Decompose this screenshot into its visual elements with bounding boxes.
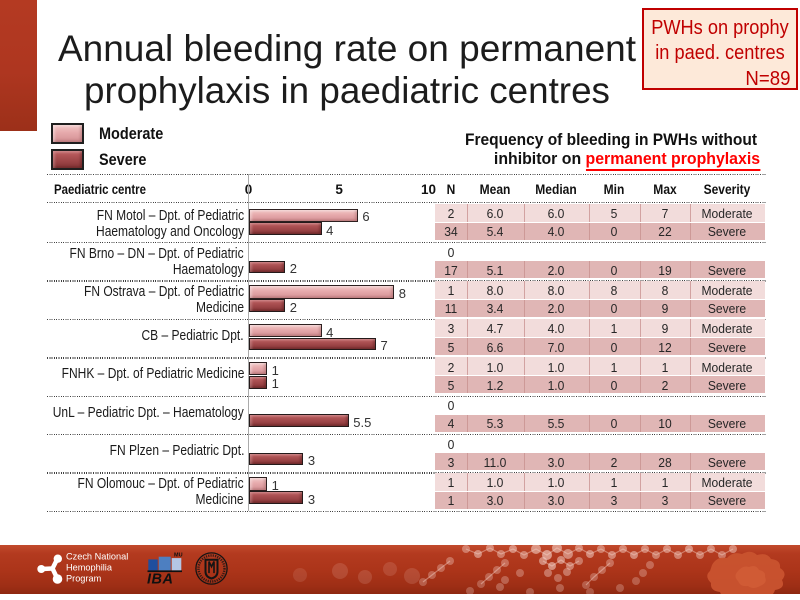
svg-text:Czech National: Czech National <box>66 552 128 562</box>
svg-text:Program: Program <box>66 574 102 584</box>
svg-text:Hemophilia: Hemophilia <box>66 563 113 573</box>
svg-text:IBA: IBA <box>147 572 173 588</box>
svg-text:MU: MU <box>174 553 183 559</box>
